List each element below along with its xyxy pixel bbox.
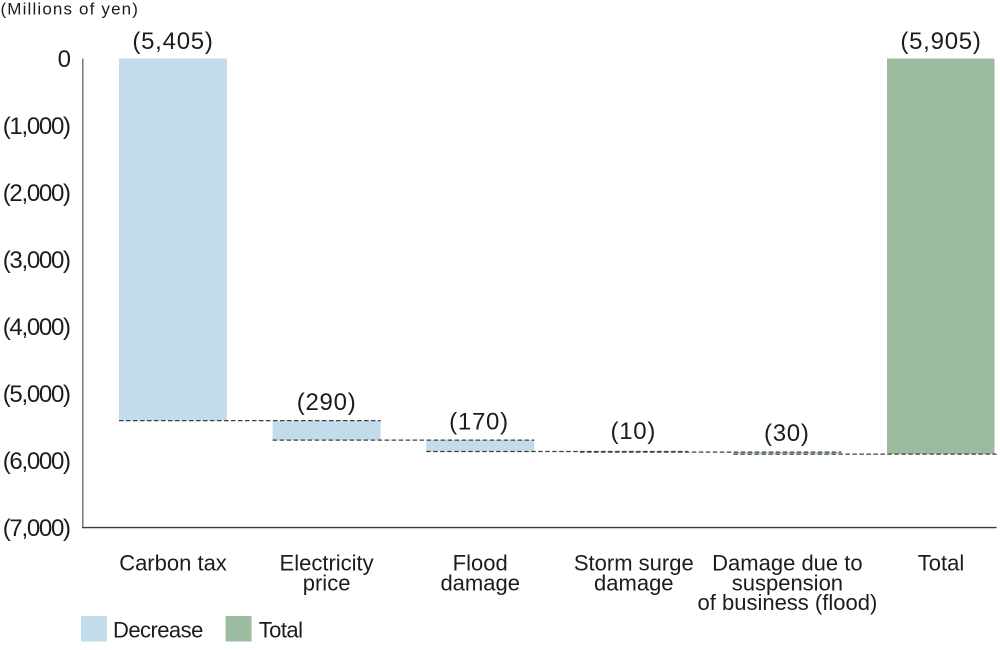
svg-text:of business (flood): of business (flood) <box>698 590 878 615</box>
svg-text:(5,000): (5,000) <box>3 381 70 408</box>
svg-text:Electricity: Electricity <box>280 551 374 576</box>
svg-text:(6,000): (6,000) <box>3 448 70 475</box>
svg-text:(10): (10) <box>610 418 656 445</box>
svg-text:(290): (290) <box>297 389 357 416</box>
svg-text:price: price <box>303 570 351 595</box>
svg-text:(5,405): (5,405) <box>132 28 213 55</box>
svg-text:(3,000): (3,000) <box>3 247 70 274</box>
svg-text:Total: Total <box>259 617 303 642</box>
svg-text:(2,000): (2,000) <box>3 180 70 207</box>
svg-text:(4,000): (4,000) <box>3 314 70 341</box>
svg-text:(30): (30) <box>764 420 810 447</box>
svg-text:(7,000): (7,000) <box>3 515 70 542</box>
svg-text:(5,905): (5,905) <box>900 28 981 55</box>
svg-text:Damage due to: Damage due to <box>712 551 862 576</box>
svg-text:(170): (170) <box>449 408 509 435</box>
svg-text:Carbon tax: Carbon tax <box>119 551 227 576</box>
svg-text:Decrease: Decrease <box>113 617 203 642</box>
svg-text:damage: damage <box>594 570 674 595</box>
svg-text:Total: Total <box>918 551 964 576</box>
svg-text:suspension: suspension <box>732 570 843 595</box>
svg-text:(Millions of yen): (Millions of yen) <box>1 0 140 18</box>
svg-text:0: 0 <box>58 46 71 73</box>
svg-text:damage: damage <box>440 570 520 595</box>
svg-text:Storm surge: Storm surge <box>574 551 694 576</box>
svg-text:Flood: Flood <box>453 551 508 576</box>
svg-text:(1,000): (1,000) <box>3 113 70 140</box>
